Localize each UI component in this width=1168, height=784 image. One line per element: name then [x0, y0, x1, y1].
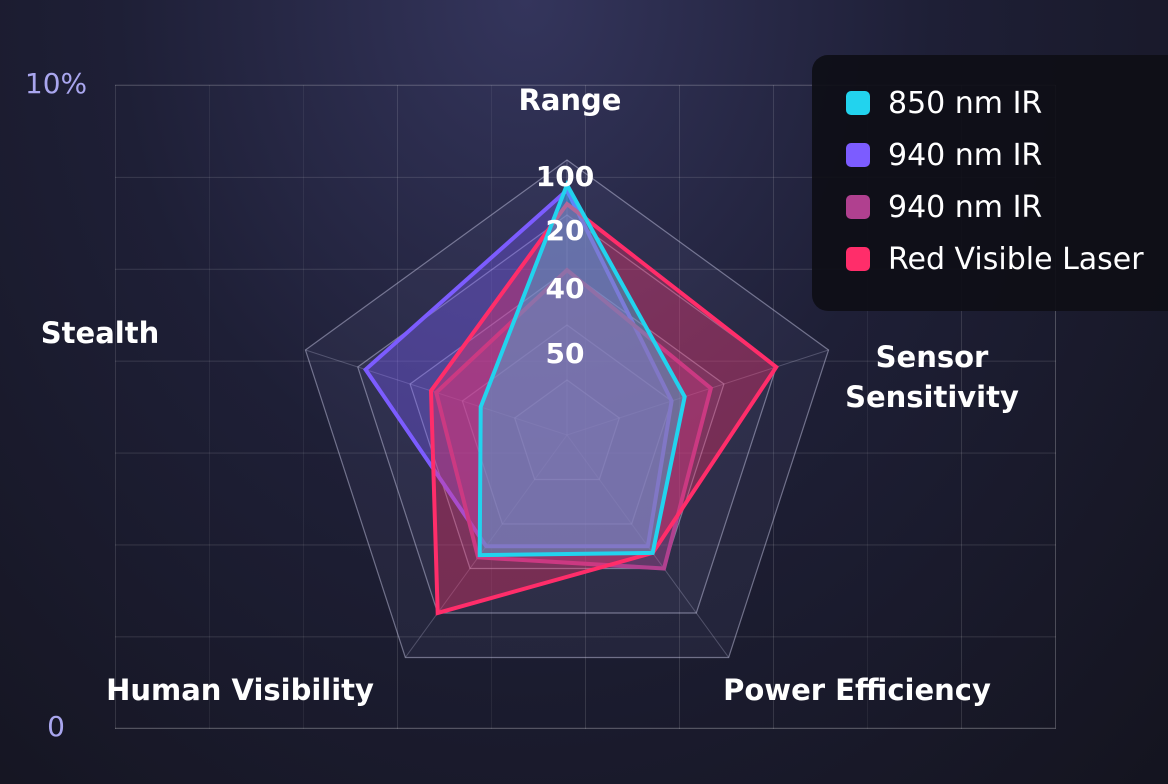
axis-label: Sensor Sensitivity	[845, 340, 1019, 414]
legend-swatch	[846, 143, 870, 167]
axis-label: Stealth	[40, 316, 160, 350]
radial-tick-label: 50	[546, 337, 585, 370]
y-tick-label: 10%	[25, 67, 87, 100]
legend-swatch	[846, 91, 870, 115]
legend-item: 940 nm IR	[846, 187, 1042, 227]
radial-tick-label: 100	[536, 160, 594, 193]
axis-label: Range	[518, 83, 622, 117]
radar-ring	[461, 324, 673, 525]
legend-label: Red Visible Laser	[888, 241, 1144, 277]
radial-tick-label: 20	[546, 214, 585, 247]
legend-item: 940 nm IR	[846, 135, 1042, 175]
axis-label: Power Efficiency	[723, 673, 991, 707]
legend-swatch	[846, 247, 870, 271]
legend-label: 850 nm IR	[888, 85, 1043, 121]
series-area	[428, 201, 779, 616]
radar-spoke	[566, 349, 829, 436]
legend-label: 940 nm IR	[888, 189, 1043, 225]
legend-item: Red Visible Laser	[846, 239, 1144, 279]
y-tick-label: 0	[47, 710, 65, 743]
legend-item: 850 nm IR	[846, 83, 1042, 123]
series-area	[362, 187, 674, 549]
axis-label: Human Visibility	[106, 673, 374, 707]
radial-tick-label: 40	[546, 272, 585, 305]
radar-ring	[513, 379, 621, 481]
legend-label: 940 nm IR	[888, 137, 1043, 173]
legend-swatch	[846, 195, 870, 219]
legend: 850 nm IR 940 nm IR 940 nm IR Red Visible L…	[812, 55, 1168, 311]
series-area	[477, 180, 687, 558]
